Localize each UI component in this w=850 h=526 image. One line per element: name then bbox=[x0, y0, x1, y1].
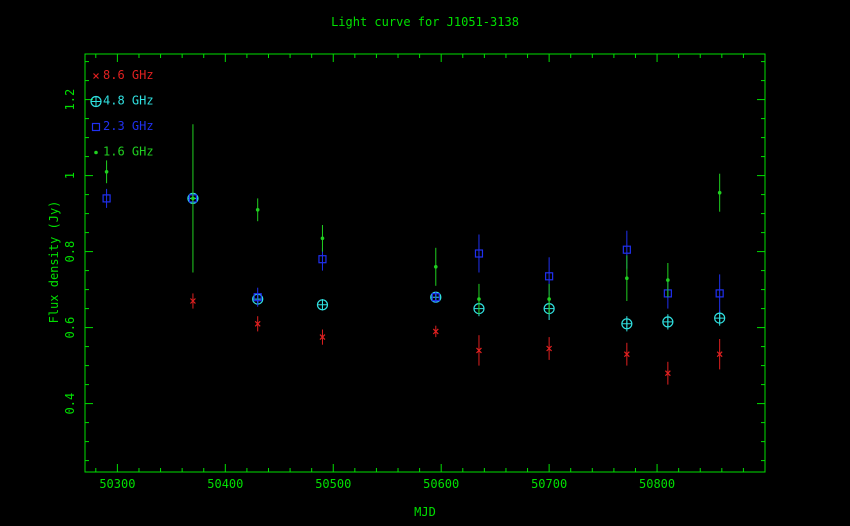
y-tick-label: 0.8 bbox=[63, 241, 77, 263]
data-point bbox=[319, 334, 326, 341]
legend-label: 8.6 GHz bbox=[103, 68, 154, 82]
data-point bbox=[714, 312, 726, 324]
data-point bbox=[102, 194, 111, 203]
legend-marker bbox=[91, 122, 101, 132]
series-4-8-ghz bbox=[187, 192, 726, 332]
data-point bbox=[625, 276, 629, 281]
data-point bbox=[547, 297, 551, 301]
x-axis-ticks: 50300 50400 50500 50600 50700 50800 bbox=[95, 54, 744, 491]
data-point bbox=[622, 245, 631, 254]
legend-marker bbox=[93, 73, 99, 79]
data-point bbox=[316, 299, 329, 311]
y-axis-label: Flux density (Jy) bbox=[47, 201, 61, 324]
data-point-crosshair bbox=[317, 299, 328, 310]
data-point bbox=[433, 265, 438, 269]
data-point bbox=[621, 318, 633, 330]
legend-label: 1.6 GHz bbox=[103, 145, 154, 159]
data-point bbox=[474, 249, 484, 258]
data-point bbox=[662, 316, 674, 328]
data-point-crosshair bbox=[621, 318, 632, 329]
data-point bbox=[104, 170, 109, 174]
y-tick-label: 1 bbox=[63, 172, 77, 179]
data-point bbox=[623, 351, 630, 358]
data-point bbox=[254, 320, 261, 327]
data-point bbox=[717, 190, 722, 195]
series-1-6-ghz bbox=[104, 124, 722, 315]
data-point bbox=[546, 345, 553, 352]
data-point bbox=[476, 347, 482, 354]
data-point bbox=[477, 297, 481, 301]
data-point bbox=[432, 328, 439, 335]
y-tick-label: 0.4 bbox=[63, 393, 77, 415]
x-axis-label: MJD bbox=[414, 505, 436, 519]
series-8-6-ghz bbox=[190, 293, 723, 385]
legend-marker bbox=[94, 150, 98, 155]
legend-marker-crosshair bbox=[91, 96, 101, 107]
data-point bbox=[190, 298, 196, 304]
x-tick-label: 50800 bbox=[639, 477, 675, 491]
data-point-crosshair bbox=[714, 313, 725, 324]
legend-label: 4.8 GHz bbox=[103, 94, 154, 108]
x-tick-label: 50400 bbox=[207, 477, 243, 491]
series-2-3-ghz bbox=[102, 188, 724, 313]
data-point bbox=[320, 236, 325, 241]
y-axis-ticks: 0.4 0.6 0.8 1 1.2 bbox=[63, 61, 765, 462]
legend: 8.6 GHz 4.8 GHz 2.3 GHz 1.6 GHz bbox=[90, 68, 154, 159]
data-point bbox=[318, 255, 327, 264]
data-point bbox=[431, 293, 440, 302]
data-series bbox=[102, 124, 726, 385]
data-point bbox=[666, 278, 670, 282]
data-point bbox=[253, 293, 262, 302]
y-tick-label: 1.2 bbox=[63, 89, 77, 111]
data-point-crosshair bbox=[662, 316, 673, 327]
chart-title: Light curve for J1051-3138 bbox=[331, 15, 519, 29]
legend-label: 2.3 GHz bbox=[103, 119, 154, 133]
data-point bbox=[715, 289, 724, 298]
x-tick-label: 50700 bbox=[531, 477, 567, 491]
x-tick-label: 50300 bbox=[99, 477, 135, 491]
data-point bbox=[716, 351, 723, 358]
y-tick-label: 0.6 bbox=[63, 317, 77, 339]
data-point bbox=[664, 370, 671, 377]
data-point bbox=[191, 196, 195, 201]
data-point bbox=[255, 208, 260, 212]
legend-marker bbox=[90, 95, 102, 108]
plot-frame bbox=[84, 53, 766, 473]
x-tick-label: 50500 bbox=[315, 477, 351, 491]
x-tick-label: 50600 bbox=[423, 477, 459, 491]
data-point bbox=[545, 272, 554, 281]
